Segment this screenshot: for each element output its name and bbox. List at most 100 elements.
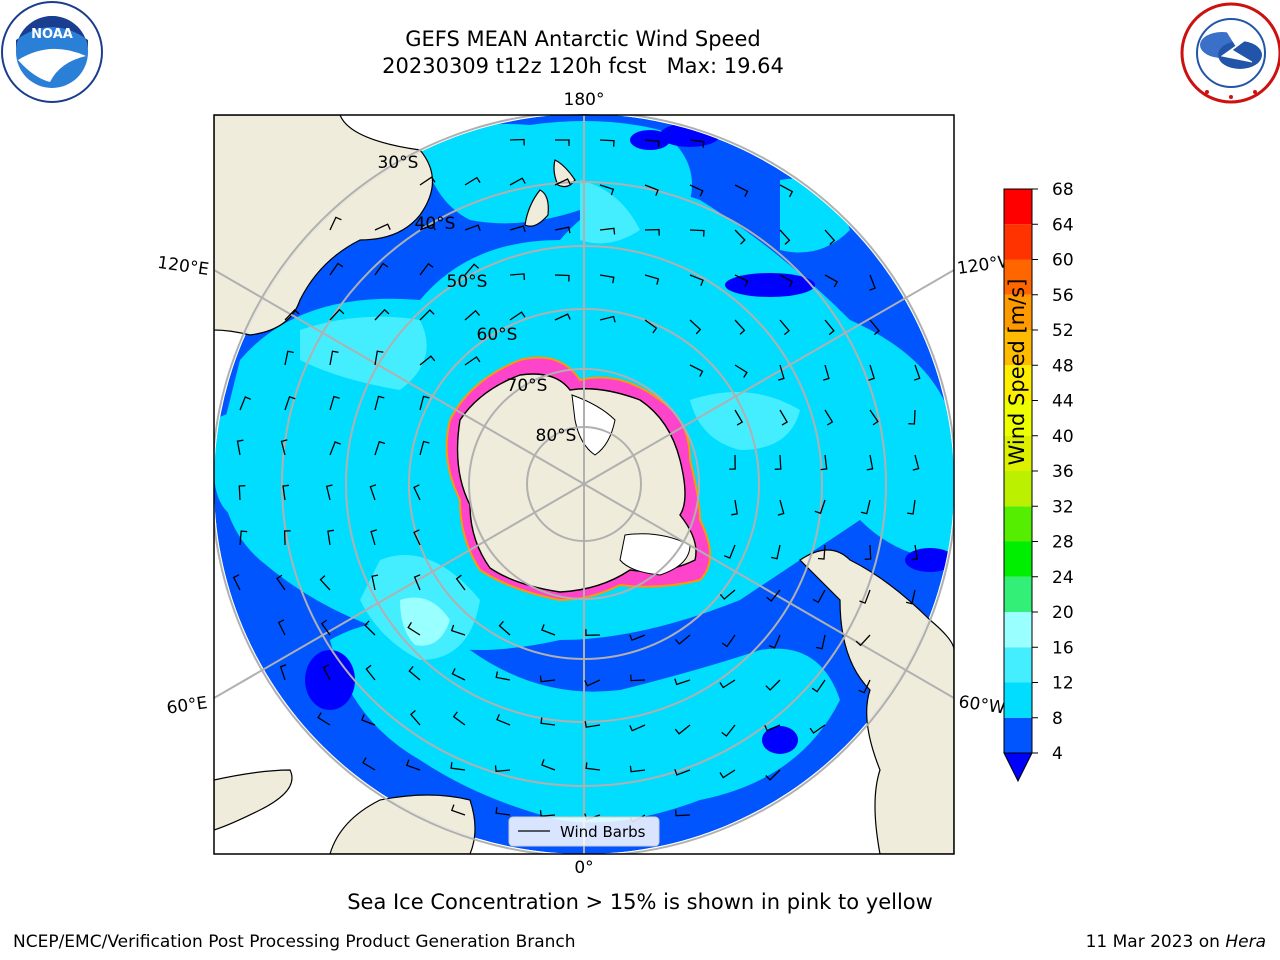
wind-barb xyxy=(585,629,601,636)
wind-barb xyxy=(779,319,790,336)
wind-barb xyxy=(908,409,916,425)
wind-barb xyxy=(765,679,781,691)
wind-barb xyxy=(816,634,826,650)
wind-barb xyxy=(824,409,834,426)
wind-barb xyxy=(868,364,876,381)
wind-barb xyxy=(419,223,436,231)
wind-barb xyxy=(584,679,601,687)
wind-barb xyxy=(869,319,880,336)
wind-barb xyxy=(554,226,571,234)
colorbar-bin xyxy=(1004,717,1032,753)
wind-barb xyxy=(419,440,430,456)
colorbar-tick-label: 56 xyxy=(1052,286,1074,306)
wind-barb xyxy=(629,765,646,773)
wind-barb xyxy=(276,574,286,591)
wind-barb xyxy=(329,441,341,456)
wind-barb xyxy=(911,544,919,561)
nws-logo xyxy=(1180,2,1280,104)
wind-barb xyxy=(719,679,736,689)
wind-barb xyxy=(774,454,782,470)
wind-barb xyxy=(329,216,342,231)
wind-barb xyxy=(779,274,794,288)
wind-barb xyxy=(496,713,511,726)
wind-barb xyxy=(859,589,871,604)
footer-date: 11 Mar 2023 on Hera xyxy=(1086,932,1266,952)
colorbar-tick-label: 20 xyxy=(1052,603,1074,623)
wind-barb xyxy=(584,721,601,728)
colorbar-bin xyxy=(1004,576,1032,612)
noaa-logo: NOAA xyxy=(1,1,103,103)
lon-label-120e: 120°E xyxy=(156,253,210,280)
madagascar-landmass xyxy=(214,769,293,831)
wind-barb xyxy=(494,765,511,773)
wind-barb xyxy=(734,364,748,378)
wind-barb xyxy=(734,274,749,287)
wind-barb xyxy=(541,759,556,771)
new-zealand-south xyxy=(524,189,549,227)
wind-barb xyxy=(232,574,241,591)
wind-barb xyxy=(721,634,736,648)
chart-title: GEFS MEAN Antarctic Wind Speed xyxy=(405,27,761,51)
colorbar-bin xyxy=(1004,506,1032,542)
wind-barb xyxy=(734,229,746,245)
wind-barb xyxy=(539,810,556,817)
wind-barb xyxy=(644,319,658,334)
wind-barb xyxy=(362,757,376,771)
wind-barb xyxy=(455,574,466,591)
wind-barb xyxy=(630,674,646,682)
footer-note: Sea Ice Concentration > 15% is shown in … xyxy=(347,890,933,914)
wind-barb xyxy=(374,350,384,366)
wind-barb xyxy=(912,454,920,471)
wind-barb xyxy=(495,807,511,816)
colorbar-tick-label: 16 xyxy=(1052,638,1074,658)
wind-barb xyxy=(539,675,556,683)
wind-barb xyxy=(644,184,659,196)
wind-barb xyxy=(689,184,704,197)
colorbar-tick-label: 64 xyxy=(1052,215,1074,235)
lon-label-180: 180° xyxy=(564,90,605,110)
wind-barb xyxy=(907,499,916,515)
wind-barb xyxy=(317,712,331,726)
wind-barb xyxy=(374,440,386,456)
lon-label-0: 0° xyxy=(574,858,593,878)
colorbar-bin xyxy=(1004,471,1032,507)
ross-ice-shelf xyxy=(571,394,616,456)
wind-barb xyxy=(675,809,691,817)
wind-barb xyxy=(674,634,691,645)
graticule xyxy=(214,115,954,854)
colorbar-tick-label: 44 xyxy=(1052,392,1074,412)
wind-barb xyxy=(869,274,876,291)
wind-barb xyxy=(284,395,296,411)
wind-barb xyxy=(329,308,345,321)
wind-barb xyxy=(509,138,525,146)
wind-barb xyxy=(419,309,435,321)
wind-barb xyxy=(719,769,736,779)
wind-barb xyxy=(361,714,376,726)
colorbar-bin xyxy=(1004,682,1032,718)
wind-barb xyxy=(322,664,331,681)
wind-barb xyxy=(771,544,781,560)
colorbar-bin xyxy=(1004,647,1032,683)
wind-barb xyxy=(329,395,340,411)
wind-barb xyxy=(238,485,246,501)
wind-barb xyxy=(540,717,556,726)
wind-barb xyxy=(629,634,646,642)
wind-barb xyxy=(905,589,916,605)
wind-barb xyxy=(464,356,481,366)
legend-label: Wind Barbs xyxy=(560,823,646,841)
colorbar-under-arrow xyxy=(1003,752,1033,783)
wind-barb xyxy=(599,184,615,196)
wind-barb xyxy=(405,759,421,771)
wind-barb xyxy=(824,319,835,336)
wind-barb xyxy=(824,274,839,288)
wind-barb xyxy=(778,364,785,381)
colorbar-bin xyxy=(1004,365,1032,401)
wind-barb xyxy=(809,724,826,734)
wind-barb xyxy=(371,574,379,591)
wind-barb xyxy=(509,177,526,186)
wind-barb xyxy=(860,499,871,515)
wind-barb xyxy=(554,313,571,321)
wind-barb xyxy=(407,622,421,636)
wind-barb xyxy=(419,262,434,276)
